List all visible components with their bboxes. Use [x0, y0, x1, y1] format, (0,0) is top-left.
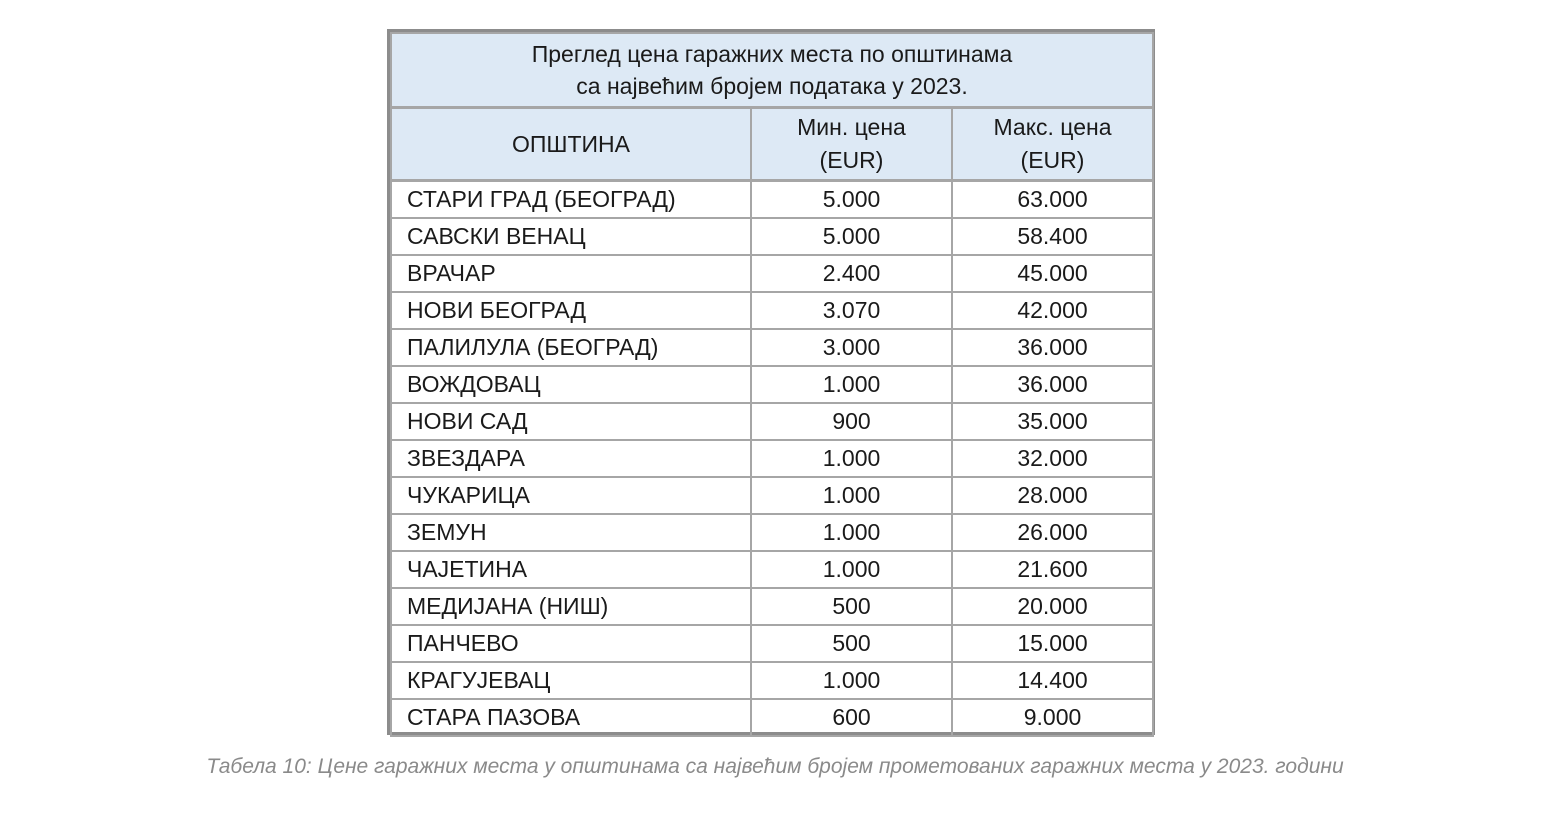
max-price-cell: 35.000 [951, 402, 1154, 441]
max-price-cell: 9.000 [951, 698, 1154, 737]
header-min-price-line-2: (EUR) [819, 147, 884, 173]
min-price-cell: 1.000 [750, 476, 953, 515]
table-row: ЧУКАРИЦА 1.000 28.000 [390, 476, 1154, 515]
max-price-cell: 15.000 [951, 624, 1154, 663]
municipality-cell: ВРАЧАР [390, 254, 752, 293]
min-price-cell: 500 [750, 587, 953, 626]
min-price-cell: 3.000 [750, 328, 953, 367]
table-row: ВОЖДОВАЦ 1.000 36.000 [390, 365, 1154, 404]
municipality-cell: ПАНЧЕВО [390, 624, 752, 663]
max-price-cell: 63.000 [951, 179, 1154, 219]
table-row: НОВИ САД 900 35.000 [390, 402, 1154, 441]
max-price-cell: 14.400 [951, 661, 1154, 700]
header-municipality: ОПШТИНА [390, 106, 752, 182]
municipality-cell: НОВИ БЕОГРАД [390, 291, 752, 330]
min-price-cell: 1.000 [750, 550, 953, 589]
table-title-line-2: са највећим бројем података у 2023. [576, 73, 968, 99]
municipality-cell: ВОЖДОВАЦ [390, 365, 752, 404]
municipality-cell: СТАРА ПАЗОВА [390, 698, 752, 737]
min-price-cell: 900 [750, 402, 953, 441]
header-max-price: Макс. цена (EUR) [951, 106, 1154, 182]
min-price-cell: 1.000 [750, 661, 953, 700]
table-row: ПАНЧЕВО 500 15.000 [390, 624, 1154, 663]
min-price-cell: 600 [750, 698, 953, 737]
max-price-cell: 36.000 [951, 365, 1154, 404]
garage-price-table: Преглед цена гаражних места по општинама… [390, 32, 1154, 737]
table-title-row: Преглед цена гаражних места по општинама… [390, 32, 1154, 109]
min-price-cell: 500 [750, 624, 953, 663]
min-price-cell: 1.000 [750, 439, 953, 478]
table-row: ПАЛИЛУЛА (БЕОГРАД) 3.000 36.000 [390, 328, 1154, 367]
municipality-cell: ЧУКАРИЦА [390, 476, 752, 515]
table-row: ВРАЧАР 2.400 45.000 [390, 254, 1154, 293]
table-row: ЧАЈЕТИНА 1.000 21.600 [390, 550, 1154, 589]
min-price-cell: 5.000 [750, 179, 953, 219]
min-price-cell: 2.400 [750, 254, 953, 293]
municipality-cell: СТАРИ ГРАД (БЕОГРАД) [390, 179, 752, 219]
table-row: СТАРИ ГРАД (БЕОГРАД) 5.000 63.000 [390, 179, 1154, 219]
header-min-price: Мин. цена (EUR) [750, 106, 953, 182]
header-max-price-line-1: Макс. цена [993, 114, 1112, 140]
table-header-row: ОПШТИНА Мин. цена (EUR) Макс. цена (EUR) [390, 106, 1154, 182]
municipality-cell: ПАЛИЛУЛА (БЕОГРАД) [390, 328, 752, 367]
municipality-cell: МЕДИЈАНА (НИШ) [390, 587, 752, 626]
municipality-cell: КРАГУЈЕВАЦ [390, 661, 752, 700]
min-price-cell: 3.070 [750, 291, 953, 330]
municipality-cell: ЗВЕЗДАРА [390, 439, 752, 478]
max-price-cell: 32.000 [951, 439, 1154, 478]
table-row: ЗВЕЗДАРА 1.000 32.000 [390, 439, 1154, 478]
max-price-cell: 28.000 [951, 476, 1154, 515]
table-title-line-1: Преглед цена гаражних места по општинама [531, 41, 1013, 67]
municipality-cell: ЧАЈЕТИНА [390, 550, 752, 589]
min-price-cell: 1.000 [750, 513, 953, 552]
header-max-price-line-2: (EUR) [1020, 147, 1085, 173]
price-table-container: Преглед цена гаражних места по општинама… [387, 29, 1155, 737]
table-row: ЗЕМУН 1.000 26.000 [390, 513, 1154, 552]
max-price-cell: 21.600 [951, 550, 1154, 589]
max-price-cell: 20.000 [951, 587, 1154, 626]
max-price-cell: 26.000 [951, 513, 1154, 552]
table-caption: Табела 10: Цене гаражних места у општина… [206, 755, 1344, 778]
max-price-cell: 45.000 [951, 254, 1154, 293]
max-price-cell: 58.400 [951, 217, 1154, 256]
table-row: КРАГУЈЕВАЦ 1.000 14.400 [390, 661, 1154, 700]
table-row: САВСКИ ВЕНАЦ 5.000 58.400 [390, 217, 1154, 256]
min-price-cell: 1.000 [750, 365, 953, 404]
max-price-cell: 36.000 [951, 328, 1154, 367]
municipality-cell: ЗЕМУН [390, 513, 752, 552]
table-body: СТАРИ ГРАД (БЕОГРАД) 5.000 63.000 САВСКИ… [390, 179, 1154, 737]
table-row: НОВИ БЕОГРАД 3.070 42.000 [390, 291, 1154, 330]
header-min-price-line-1: Мин. цена [797, 114, 906, 140]
table-row: СТАРА ПАЗОВА 600 9.000 [390, 698, 1154, 737]
table-title: Преглед цена гаражних места по општинама… [390, 32, 1154, 109]
table-row: МЕДИЈАНА (НИШ) 500 20.000 [390, 587, 1154, 626]
header-municipality-label: ОПШТИНА [511, 130, 631, 157]
min-price-cell: 5.000 [750, 217, 953, 256]
municipality-cell: САВСКИ ВЕНАЦ [390, 217, 752, 256]
max-price-cell: 42.000 [951, 291, 1154, 330]
municipality-cell: НОВИ САД [390, 402, 752, 441]
